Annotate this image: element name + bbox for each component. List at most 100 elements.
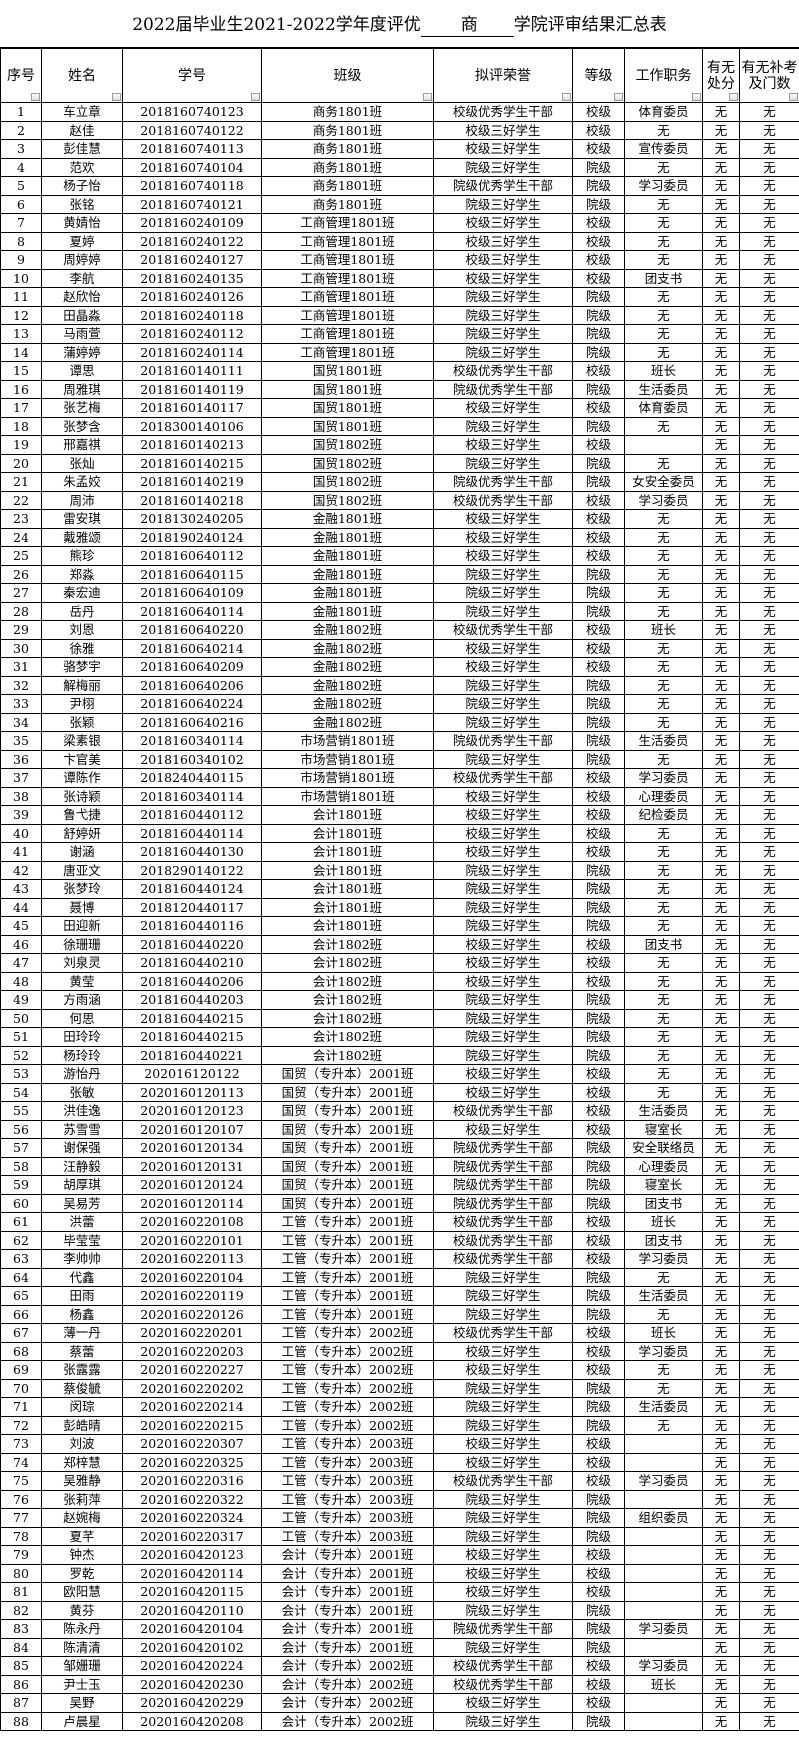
table-cell: 院级 bbox=[572, 453, 625, 473]
table-cell: 会计（专升本）2002班 bbox=[261, 1674, 434, 1694]
table-cell: 院级三好学生 bbox=[433, 1397, 573, 1417]
table-cell: 无 bbox=[624, 657, 703, 677]
table-cell: 3 bbox=[0, 139, 42, 159]
table-cell: 2020160420102 bbox=[122, 1637, 262, 1657]
table-cell: 26 bbox=[0, 564, 42, 584]
table-row: 55 洪佳逸 2020160120123 国贸（专升本）2001班 校级优秀学生干部 校级… bbox=[0, 1101, 799, 1121]
table-cell: 张梦含 bbox=[41, 416, 123, 436]
table-cell: 45 bbox=[0, 916, 42, 936]
table-cell: 11 bbox=[0, 287, 42, 307]
table-cell: 2020160420208 bbox=[122, 1711, 262, 1731]
table-cell: 77 bbox=[0, 1508, 42, 1528]
table-cell: 64 bbox=[0, 1267, 42, 1287]
table-cell: 田晶淼 bbox=[41, 305, 123, 325]
table-cell: 谢涵 bbox=[41, 842, 123, 862]
table-cell: 周婷婷 bbox=[41, 250, 123, 270]
table-cell: 工管（专升本）2001班 bbox=[261, 1267, 434, 1287]
table-cell: 无 bbox=[702, 1526, 740, 1546]
table-cell: 校级 bbox=[572, 786, 625, 806]
table-cell: 无 bbox=[624, 453, 703, 473]
table-cell: 会计（专升本）2002班 bbox=[261, 1711, 434, 1731]
table-cell: 欧阳慧 bbox=[41, 1582, 123, 1602]
table-cell: 无 bbox=[702, 1101, 740, 1121]
table-cell: 2018160740104 bbox=[122, 157, 262, 177]
table-cell: 院级三好学生 bbox=[433, 583, 573, 603]
table-cell: 国贸1801班 bbox=[261, 361, 434, 381]
table-cell: 无 bbox=[624, 860, 703, 880]
table-cell: 无 bbox=[702, 1230, 740, 1250]
table-cell: 汪静毅 bbox=[41, 1156, 123, 1176]
table-cell: 工商管理1801班 bbox=[261, 268, 434, 288]
table-cell: 校级 bbox=[572, 1101, 625, 1121]
table-cell bbox=[624, 1600, 703, 1620]
table-cell: 无 bbox=[702, 583, 740, 603]
table-cell: 校级 bbox=[572, 1656, 625, 1676]
table-cell: 无 bbox=[702, 213, 740, 233]
table-cell: 彭佳慧 bbox=[41, 139, 123, 159]
table-row: 56 苏雪雪 2020160120107 国贸（专升本）2001班 校级三好学生 校级 寝室… bbox=[0, 1119, 799, 1139]
table-row: 46 徐珊珊 2018160440220 会计1802班 校级三好学生 校级 团支书无无 bbox=[0, 934, 799, 954]
table-row: 27 秦宏迪 2018160640109 金融1801班 院级三好学生 院级无无无 bbox=[0, 583, 799, 603]
table-cell: 无 bbox=[624, 1360, 703, 1380]
table-row: 52 杨玲玲 2018160440221 会计1802班 院级三好学生 院级无无无 bbox=[0, 1045, 799, 1065]
table-cell: 团支书 bbox=[624, 1193, 703, 1213]
table-cell: 代鑫 bbox=[41, 1267, 123, 1287]
table-cell: 徐珊珊 bbox=[41, 934, 123, 954]
table-cell: 无 bbox=[624, 897, 703, 917]
table-cell: 校级 bbox=[572, 1212, 625, 1232]
table-cell: 80 bbox=[0, 1563, 42, 1583]
table-cell: 无 bbox=[739, 379, 799, 399]
table-cell: 商务1801班 bbox=[261, 176, 434, 196]
table-cell: 55 bbox=[0, 1101, 42, 1121]
table-cell: 工管（专升本）2002班 bbox=[261, 1360, 434, 1380]
table-cell: 谭思 bbox=[41, 361, 123, 381]
table-row: 40 舒婷妍 2018160440114 会计1801班 校级三好学生 校级无无无 bbox=[0, 823, 799, 843]
table-cell: 无 bbox=[702, 194, 740, 214]
table-cell: 院级三好学生 bbox=[433, 1711, 573, 1731]
table-cell: 校级三好学生 bbox=[433, 842, 573, 862]
table-cell: 2020160220202 bbox=[122, 1378, 262, 1398]
table-row: 32 解梅丽 2018160640206 金融1802班 院级三好学生 院级无无无 bbox=[0, 675, 799, 695]
table-row: 21 朱孟姣 2018160140219 国贸1802班 院级优秀学生干部 院级 女安全委员… bbox=[0, 472, 799, 492]
table-cell: 校级三好学生 bbox=[433, 1064, 573, 1084]
table-cell: 周雅琪 bbox=[41, 379, 123, 399]
table-cell: 38 bbox=[0, 786, 42, 806]
table-cell: 工管（专升本）2002班 bbox=[261, 1341, 434, 1361]
table-cell bbox=[624, 435, 703, 455]
table-cell: 院级三好学生 bbox=[433, 416, 573, 436]
table-cell: 无 bbox=[702, 453, 740, 473]
table-cell: 院级三好学生 bbox=[433, 879, 573, 899]
table-row: 78 夏芊 2020160220317 工管（专升本）2003班 院级三好学生 院级 无无 bbox=[0, 1526, 799, 1546]
table-row: 65 田雨 2020160220119 工管（专升本）2001班 院级三好学生 院级 生活委… bbox=[0, 1286, 799, 1306]
table-cell: 田迎新 bbox=[41, 916, 123, 936]
table-row: 6 张铭 2018160740121 商务1801班 院级三好学生 院级无无无 bbox=[0, 194, 799, 214]
table-row: 20 张灿 2018160140215 国贸1802班 院级三好学生 院级无无无 bbox=[0, 453, 799, 473]
table-row: 9 周婷婷 2018160240127 工商管理1801班 校级三好学生 校级无无无 bbox=[0, 250, 799, 270]
table-row: 31 骆梦宇 2018160640209 金融1802班 校级三好学生 校级无无无 bbox=[0, 657, 799, 677]
table-cell: 无 bbox=[739, 657, 799, 677]
table-cell: 无 bbox=[702, 1563, 740, 1583]
table-cell: 无 bbox=[702, 1286, 740, 1306]
table-row: 79 钟杰 2020160420123 会计（专升本）2001班 校级三好学生 校级 无无 bbox=[0, 1545, 799, 1565]
table-cell: 校级 bbox=[572, 361, 625, 381]
table-cell: 56 bbox=[0, 1119, 42, 1139]
table-cell: 无 bbox=[702, 1637, 740, 1657]
table-cell: 寝室长 bbox=[624, 1175, 703, 1195]
table-cell: 2018120440117 bbox=[122, 897, 262, 917]
table-cell: 无 bbox=[739, 1045, 799, 1065]
table-cell: 工管（专升本）2003班 bbox=[261, 1526, 434, 1546]
table-row: 34 张颖 2018160640216 金融1802班 院级三好学生 院级无无无 bbox=[0, 712, 799, 732]
table-cell: 无 bbox=[702, 527, 740, 547]
table-cell: 工管（专升本）2002班 bbox=[261, 1397, 434, 1417]
table-cell: 2020160120131 bbox=[122, 1156, 262, 1176]
table-cell: 院级 bbox=[572, 1156, 625, 1176]
table-cell: 2018160740121 bbox=[122, 194, 262, 214]
table-cell: 学习委员 bbox=[624, 768, 703, 788]
table-cell: 无 bbox=[739, 971, 799, 991]
table-cell: 2018160440114 bbox=[122, 823, 262, 843]
table-cell: 刘波 bbox=[41, 1434, 123, 1454]
table-cell: 无 bbox=[739, 694, 799, 714]
table-cell: 校级 bbox=[572, 435, 625, 455]
table-cell: 金融1802班 bbox=[261, 712, 434, 732]
table-cell: 53 bbox=[0, 1064, 42, 1084]
